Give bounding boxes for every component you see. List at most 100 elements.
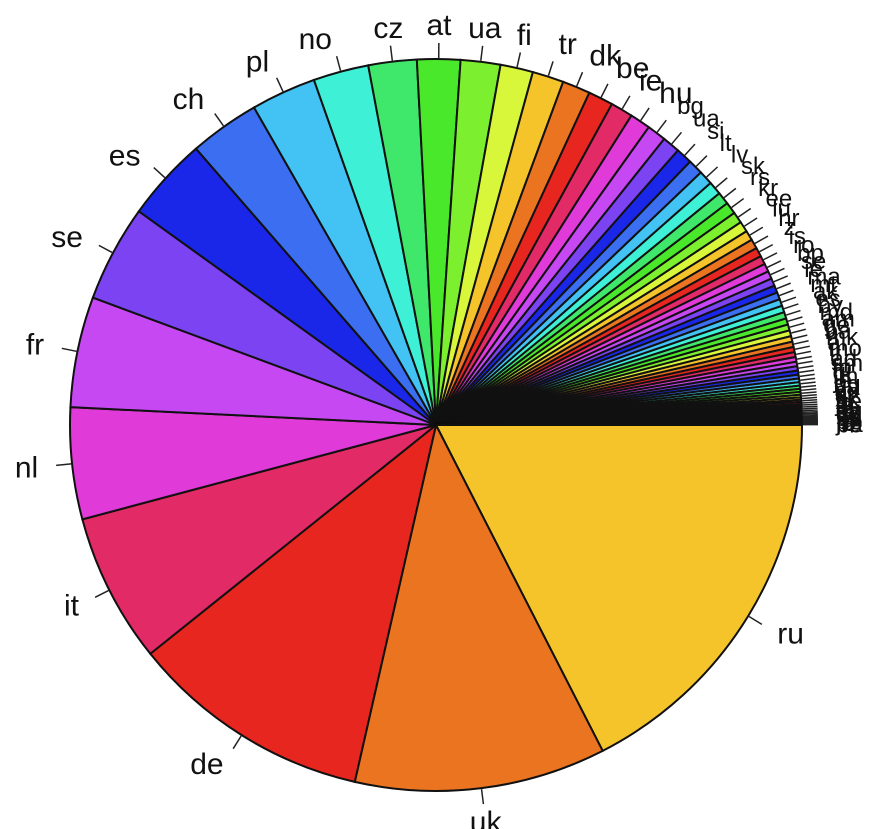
slice-label-ee: ee xyxy=(766,185,793,212)
label-tick-be xyxy=(600,83,609,98)
slice-label-it: it xyxy=(64,589,80,622)
label-tick-pl xyxy=(275,77,284,92)
slice-label-sy: sy xyxy=(836,405,860,432)
slice-label-tr: tr xyxy=(559,28,577,61)
slice-label-ua: ua xyxy=(693,106,720,133)
slice-label-pe: pe xyxy=(836,408,863,435)
slice-label-at: at xyxy=(426,9,452,42)
label-tick-im xyxy=(800,377,816,381)
slice-label-ct: ct xyxy=(835,383,854,410)
slice-label-nl: nl xyxy=(15,451,38,484)
slice-label-ax: ax xyxy=(835,377,860,404)
label-tick-ma xyxy=(776,282,791,290)
label-tick-md xyxy=(787,316,803,322)
label-tick-ct xyxy=(801,396,818,400)
slice-label-eg: eg xyxy=(836,398,863,425)
slice-label-ba: ba xyxy=(836,411,863,438)
label-tick-ch xyxy=(214,113,225,127)
slice-label-mo: mo xyxy=(829,335,862,362)
pie-slice-ru xyxy=(434,424,804,753)
slice-label-le: le xyxy=(836,392,855,419)
slice-label-uk: uk xyxy=(470,806,503,829)
slice-label-jo: jo xyxy=(834,390,854,417)
label-tick-lt xyxy=(695,155,708,167)
slice-label-ro: ro xyxy=(793,232,814,259)
label-tick-z xyxy=(754,235,769,245)
label-tick-gg xyxy=(800,384,817,388)
slice-label-ir: ir xyxy=(836,407,849,434)
label-tick-dk xyxy=(576,71,584,87)
slice-label-ma: ma xyxy=(807,263,841,290)
slice-label-be: be xyxy=(616,52,649,85)
label-tick-se xyxy=(770,267,785,276)
label-tick-by xyxy=(785,309,801,316)
slice-label-ua: ua xyxy=(468,12,502,45)
label-tick-es xyxy=(153,166,166,179)
slice-label-va: va xyxy=(834,374,860,401)
pie-slice-be xyxy=(435,423,804,426)
slice-label-ba: ba xyxy=(825,318,852,345)
slice-label-je: je xyxy=(832,367,852,394)
label-tick-ua xyxy=(671,131,683,145)
slice-label-md: md xyxy=(820,299,853,326)
label-tick-uk xyxy=(480,789,485,805)
slice-label-lu: lu xyxy=(772,195,791,222)
slice-label-no: no xyxy=(299,23,332,56)
label-tick-bg xyxy=(656,119,667,133)
slice-label-gi: gi xyxy=(832,359,851,386)
label-tick-lu xyxy=(744,217,758,227)
label-tick-ba xyxy=(792,334,808,340)
slice-label-am: am xyxy=(822,305,855,332)
slice-label-im: im xyxy=(833,363,858,390)
slice-label-ie: ie xyxy=(639,64,662,97)
label-tick-ie xyxy=(621,95,631,110)
slice-label-dk: dk xyxy=(589,40,622,73)
slice-label-fr: fr xyxy=(26,329,44,362)
label-tick-fo xyxy=(799,369,815,374)
slice-label-si: si xyxy=(707,118,724,145)
slice-label-al: al xyxy=(827,329,846,356)
label-tick-tr xyxy=(547,61,554,76)
slice-label-hu: hu xyxy=(659,77,692,110)
label-tick-il xyxy=(802,407,818,410)
slice-label-bg: bg xyxy=(677,93,704,120)
slice-label-ak: ak xyxy=(813,278,839,305)
pie-slice-uk xyxy=(353,422,605,792)
label-tick-cy xyxy=(802,409,818,412)
label-tick-mt xyxy=(779,289,794,297)
label-tick-gi xyxy=(799,373,815,378)
slice-label-fi: fi xyxy=(517,19,532,52)
label-tick-ua xyxy=(480,45,484,61)
label-tick-si xyxy=(684,143,696,156)
label-tick-it xyxy=(94,589,109,598)
slice-label-be: be xyxy=(836,412,863,439)
label-tick-am xyxy=(789,322,805,328)
label-tick-no xyxy=(335,55,342,71)
label-tick-bp xyxy=(767,260,782,268)
slice-label-se: se xyxy=(51,221,83,254)
label-tick-cz xyxy=(389,45,394,61)
slice-label-mk: mk xyxy=(826,324,859,351)
slice-label-mt: mt xyxy=(810,271,837,298)
label-tick-jo xyxy=(802,403,818,406)
label-tick-ad xyxy=(797,360,813,365)
slice-label-sk: sk xyxy=(741,153,766,180)
slice-label-ch: ch xyxy=(173,83,205,116)
label-tick-mo xyxy=(795,350,811,356)
slice-label-pl: pl xyxy=(246,45,269,78)
label-tick-lv xyxy=(706,166,719,178)
label-tick-ro xyxy=(763,252,778,261)
slice-label-cz: cz xyxy=(373,12,403,45)
slice-label-ru: ru xyxy=(777,618,804,651)
slice-label-lb: lb xyxy=(836,410,855,437)
label-tick-ie xyxy=(773,275,788,283)
label-tick-fr xyxy=(61,347,77,353)
label-tick-is xyxy=(759,243,774,253)
slice-label-sj: sj xyxy=(835,380,852,407)
label-tick-ge xyxy=(791,328,806,334)
slice-label-ge: ge xyxy=(823,312,850,339)
slice-label-z: z xyxy=(784,214,796,241)
